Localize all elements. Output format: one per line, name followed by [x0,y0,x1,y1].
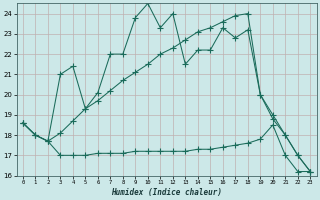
X-axis label: Humidex (Indice chaleur): Humidex (Indice chaleur) [111,188,222,197]
